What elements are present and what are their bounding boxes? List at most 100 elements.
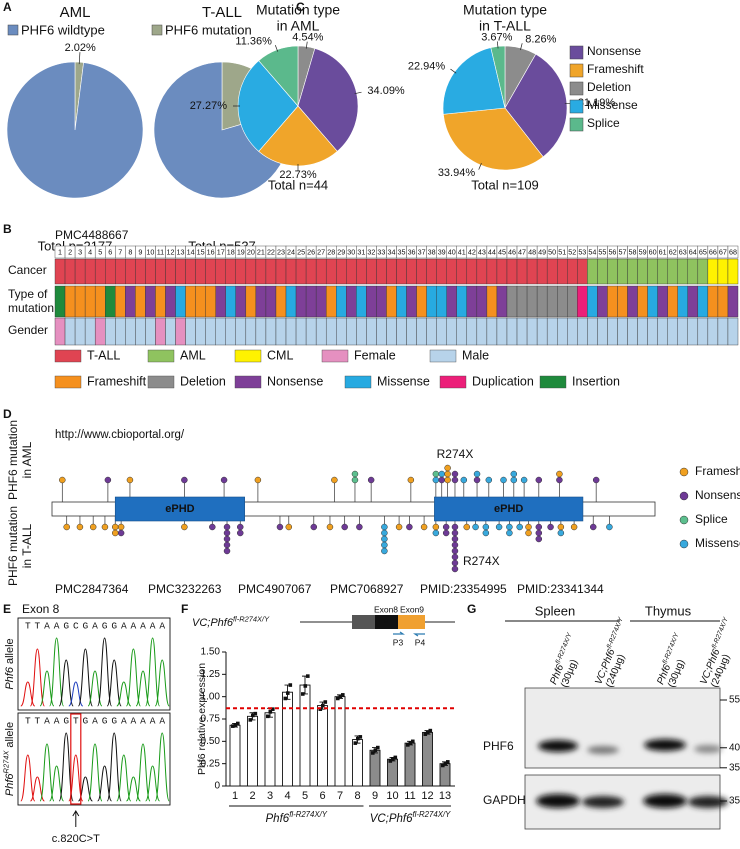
legend-swatch (569, 45, 584, 60)
column-number: 11 (157, 247, 164, 256)
y-tick-label: 1.00 (201, 691, 221, 702)
gender-cell (145, 317, 156, 346)
legend-swatch (539, 375, 567, 389)
legend-label: Splice (587, 116, 620, 130)
track-label: in T-ALL (20, 523, 34, 568)
column-number: 19 (237, 247, 245, 256)
cancer-cell (225, 258, 236, 285)
column-number: 27 (317, 247, 325, 256)
mutation-cell (315, 285, 327, 318)
column-number: 31 (357, 247, 365, 256)
lollipop-head (444, 464, 451, 472)
cancer-cell (135, 258, 146, 285)
panel-letter: C (296, 0, 305, 14)
replicate-point (426, 730, 430, 735)
column-number: 25 (297, 247, 305, 256)
lollipop-head (331, 476, 338, 484)
lollipop-head (451, 541, 459, 549)
lollipop-head (432, 529, 440, 537)
trace-peak (49, 637, 65, 707)
x-tick-label: 12 (421, 790, 433, 802)
panel-letter: G (467, 602, 476, 616)
cancer-cell (506, 258, 518, 285)
lollipop-head (237, 523, 244, 531)
lollipop-head (535, 476, 543, 484)
gender-cell (195, 317, 206, 346)
lollipop-head (525, 529, 532, 537)
cancer-cell (145, 258, 156, 285)
mutation-cell (486, 285, 498, 318)
cancer-cell (416, 258, 427, 285)
column-number: 33 (377, 247, 385, 256)
column-number: 18 (227, 247, 235, 256)
column-number: 59 (639, 247, 647, 256)
lollipop-head (407, 476, 415, 484)
lollipop-head (326, 523, 334, 531)
band (644, 739, 686, 751)
domain (434, 496, 584, 522)
gender-cell (426, 317, 437, 346)
replicate-point (268, 710, 273, 714)
gender-cell (346, 317, 357, 346)
replicate-point (406, 743, 410, 747)
gender-cell (285, 317, 297, 346)
gender-cell (617, 317, 628, 346)
gender-cell (546, 317, 558, 346)
source-label: PMC4907067 (238, 582, 312, 596)
bar (299, 684, 311, 787)
lollipop-head (111, 529, 119, 537)
mutation-cell (687, 285, 699, 318)
legend-label: Nonsense (267, 374, 323, 388)
lollipop-head (535, 535, 543, 543)
y-tick-label: 1.25 (201, 669, 221, 680)
gender-cell (476, 317, 488, 346)
gender-cell (155, 317, 166, 346)
lollipop-head (451, 523, 459, 531)
legend-swatch (569, 63, 584, 78)
bar (317, 705, 328, 787)
trace-peak (68, 754, 84, 802)
legend-label: Nonsense (695, 488, 740, 502)
cancer-cell (94, 258, 106, 285)
gender-cell (607, 317, 618, 346)
cancer-cell (295, 258, 307, 285)
column-number: 67 (719, 247, 727, 256)
column-number: 21 (257, 247, 265, 256)
track-label: PHF6 mutation (6, 506, 20, 586)
lollipop-head (451, 476, 459, 484)
mutation-cell (185, 285, 196, 318)
legend-label: Deletion (180, 374, 226, 388)
base-letter: A (150, 716, 156, 727)
base-letter: T (25, 621, 31, 632)
mutation-cell (356, 285, 367, 318)
gender-cell (667, 317, 678, 346)
lollipop-head (472, 523, 479, 531)
label-text: Phf6 (266, 813, 290, 825)
bar (387, 758, 398, 787)
lollipop-head (181, 523, 188, 531)
lollipop-head (351, 470, 359, 478)
bar (369, 749, 381, 787)
base-letter: G (102, 621, 108, 632)
group-label: VC;Phf6fl-R274X/Y (370, 810, 451, 825)
gender-cell (315, 317, 327, 346)
legend-swatch (54, 375, 82, 389)
mutation-cell (74, 285, 86, 318)
replicate-point (441, 763, 445, 768)
column-number: 49 (538, 247, 546, 256)
gender-cell (305, 317, 317, 346)
lollipop-head (451, 553, 459, 561)
column-number: 7 (118, 247, 122, 256)
cancer-cell (105, 258, 116, 285)
legend-label: T-ALL (87, 348, 120, 362)
legend-label: Frameshift (695, 464, 740, 478)
x-tick-label: 2 (249, 790, 255, 802)
mutation-cell (366, 285, 377, 318)
lollipop-head (473, 470, 481, 478)
marker-label: 40 (729, 742, 740, 753)
x-tick-label: 10 (386, 790, 398, 802)
column-number: 48 (528, 247, 536, 256)
panel-title: Exon 8 (22, 602, 60, 616)
base-letter: G (63, 621, 69, 632)
lollipop-head (104, 476, 112, 484)
